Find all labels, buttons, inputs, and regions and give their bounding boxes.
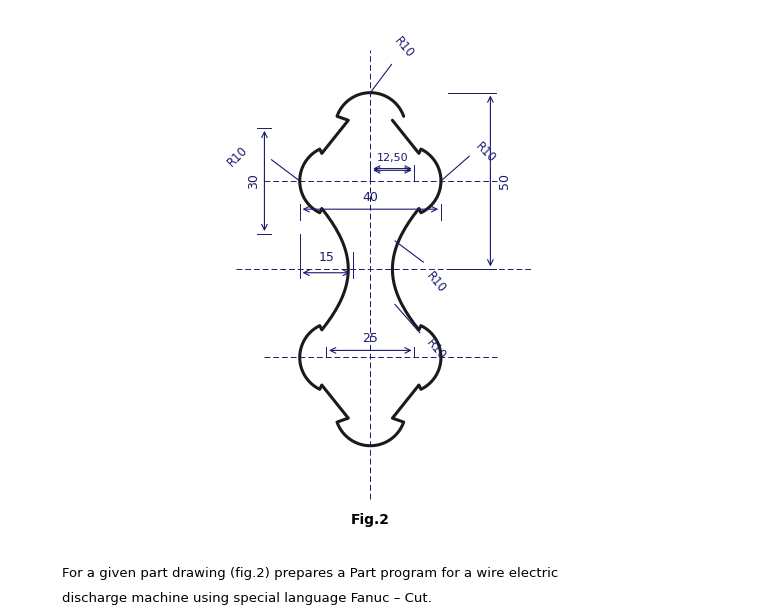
Text: 12,50: 12,50 [376, 153, 408, 163]
Text: discharge machine using special language Fanuc – Cut.: discharge machine using special language… [62, 592, 431, 605]
Text: 30: 30 [248, 173, 260, 189]
Text: R10: R10 [225, 143, 251, 169]
Text: R10: R10 [473, 140, 498, 165]
Text: 50: 50 [498, 173, 511, 189]
Text: R10: R10 [423, 336, 448, 362]
Text: R10: R10 [423, 269, 448, 295]
Text: 25: 25 [362, 332, 378, 345]
Text: 40: 40 [362, 191, 378, 204]
Text: 15: 15 [318, 251, 334, 264]
Text: For a given part drawing (fig.2) prepares a Part program for a wire electric: For a given part drawing (fig.2) prepare… [62, 567, 558, 580]
Text: Fig.2: Fig.2 [351, 513, 390, 527]
Text: R10: R10 [392, 35, 416, 61]
